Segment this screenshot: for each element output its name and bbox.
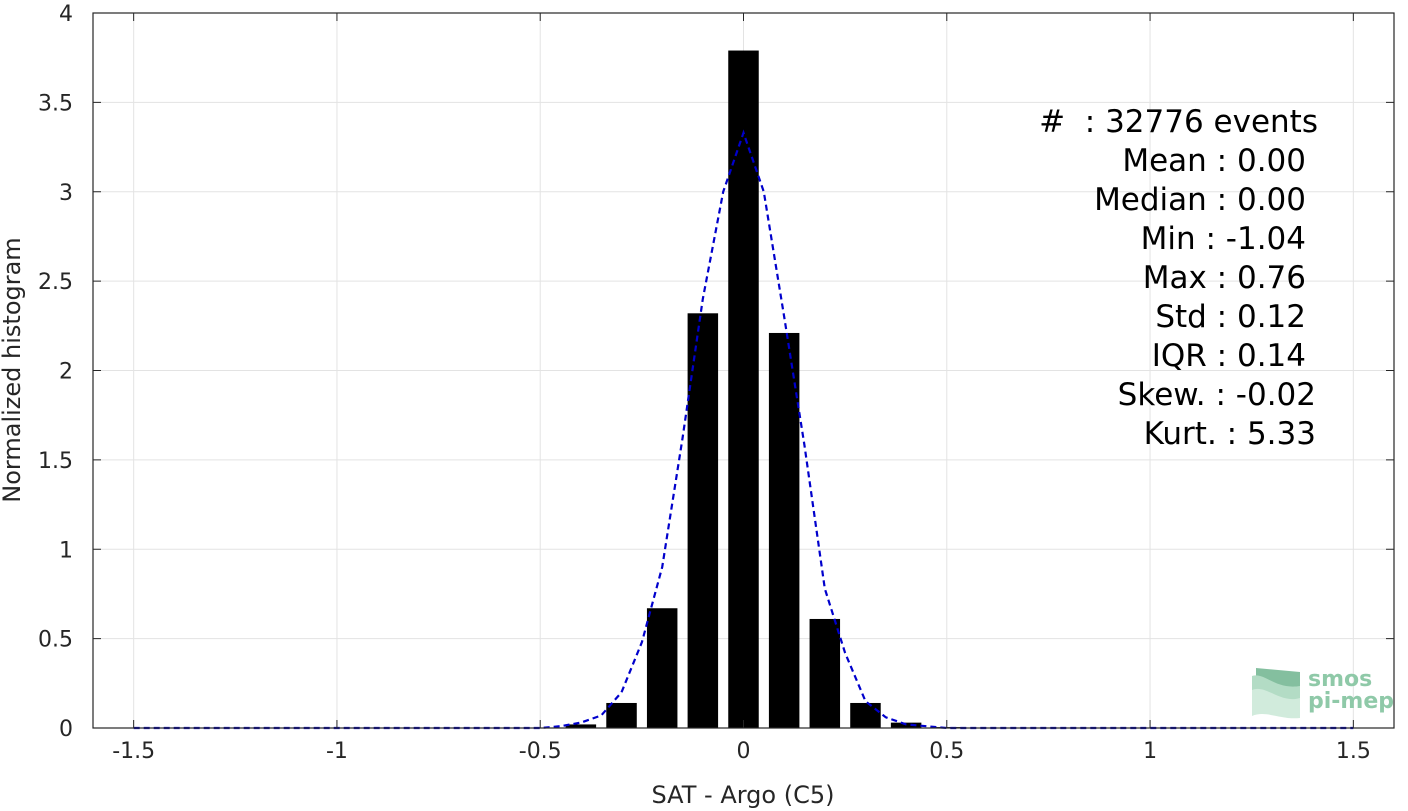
histogram-bar: [728, 50, 759, 729]
stat-skew: Skew. : -0.02: [1118, 377, 1316, 413]
stat-median: Median : 0.00: [1094, 182, 1306, 218]
x-tick-label: -1: [326, 739, 348, 764]
logo-line-1: smos: [1308, 667, 1372, 692]
x-tick-label: 1: [1143, 739, 1157, 764]
histogram-bar: [687, 313, 719, 728]
stat-kurt: Kurt. : 5.33: [1144, 416, 1316, 452]
stat-min: Min : -1.04: [1141, 221, 1306, 257]
histogram-bar: [809, 618, 841, 728]
histogram-bars: [565, 50, 963, 729]
y-tick-label: 2: [59, 360, 73, 385]
histogram-bar: [606, 702, 637, 728]
y-tick-label: 4: [59, 2, 73, 27]
stats-annotation: # : 32776 events Mean : 0.00 Median : 0.…: [1039, 104, 1318, 452]
x-tick-label: 1.5: [1336, 739, 1371, 764]
fit-curve-line: [133, 129, 1354, 730]
x-tick-label: 0: [737, 739, 751, 764]
histogram-bar: [768, 332, 800, 728]
x-tick-label: -0.5: [519, 739, 562, 764]
logo-line-2: pi-mep: [1308, 689, 1394, 714]
x-tick-label: 0.5: [929, 739, 964, 764]
y-tick-label: 3.5: [38, 91, 73, 116]
x-tick-label: -1.5: [112, 739, 155, 764]
tick-labels: -1.5 -1 -0.5 0 0.5 1 1.5 0 0.5 1 1.5 2 2.5 3 3.5 4: [38, 2, 1371, 764]
histogram-bar: [850, 702, 881, 728]
fit-curve: [133, 129, 1354, 730]
histogram-bar: [646, 608, 678, 728]
stat-event-count: # : 32776 events: [1039, 104, 1318, 140]
histogram-bar: [565, 724, 597, 728]
stat-std: Std : 0.12: [1155, 299, 1306, 335]
y-tick-label: 3: [59, 181, 73, 206]
y-tick-label: 2.5: [38, 270, 73, 295]
stat-iqr: IQR : 0.14: [1152, 338, 1306, 374]
y-tick-label: 0: [59, 717, 73, 742]
logo-waves-icon: [1252, 668, 1300, 719]
axes: [92, 12, 1395, 729]
y-tick-label: 1: [59, 538, 73, 563]
smos-pi-mep-logo: smos pi-mep: [1252, 667, 1394, 719]
y-tick-label: 0.5: [38, 628, 73, 653]
stat-mean: Mean : 0.00: [1122, 143, 1306, 179]
stat-max: Max : 0.76: [1143, 260, 1306, 296]
y-tick-label: 1.5: [38, 449, 73, 474]
y-axis-label: Normalized histogram: [0, 237, 26, 502]
x-axis-label: SAT - Argo (C5): [652, 781, 835, 809]
